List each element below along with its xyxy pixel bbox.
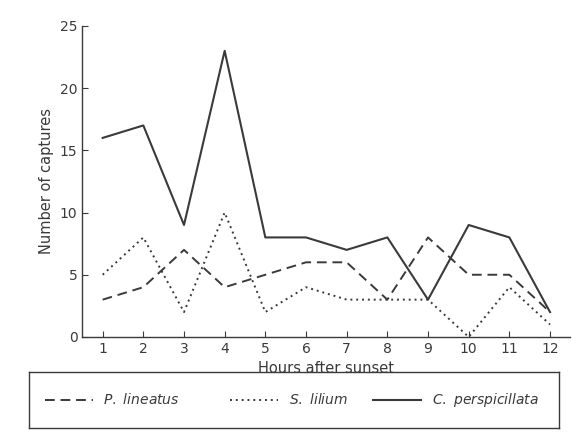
X-axis label: Hours after sunset: Hours after sunset <box>258 362 395 376</box>
Y-axis label: Number of captures: Number of captures <box>39 108 54 254</box>
Text: $\it{C.\ perspicillata}$: $\it{C.\ perspicillata}$ <box>432 391 539 409</box>
Text: $\it{S.\ lilium}$: $\it{S.\ lilium}$ <box>289 392 348 407</box>
Text: $\it{P.\ lineatus}$: $\it{P.\ lineatus}$ <box>103 392 180 407</box>
